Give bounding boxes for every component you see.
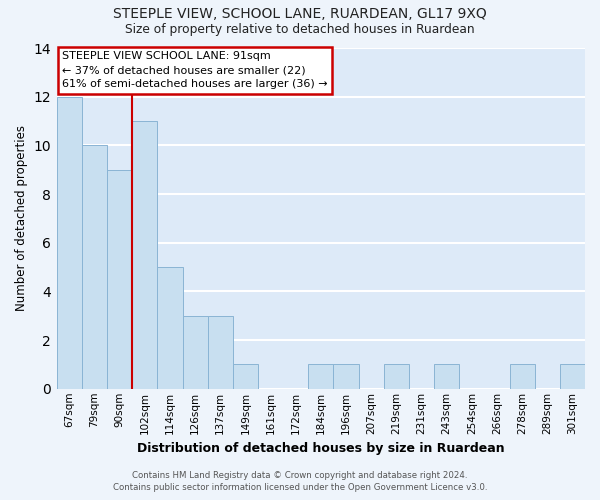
Bar (57, 96, 82, 389)
Bar (560, 364, 585, 389)
Bar (208, 316, 233, 389)
Bar (132, 121, 157, 389)
Y-axis label: Number of detached properties: Number of detached properties (15, 126, 28, 312)
Bar (182, 316, 208, 389)
Bar (107, 170, 132, 389)
Bar (334, 364, 359, 389)
Bar (233, 364, 258, 389)
Bar (308, 364, 334, 389)
Bar (509, 364, 535, 389)
Text: Size of property relative to detached houses in Ruardean: Size of property relative to detached ho… (125, 22, 475, 36)
X-axis label: Distribution of detached houses by size in Ruardean: Distribution of detached houses by size … (137, 442, 505, 455)
Text: STEEPLE VIEW SCHOOL LANE: 91sqm
← 37% of detached houses are smaller (22)
61% of: STEEPLE VIEW SCHOOL LANE: 91sqm ← 37% of… (62, 52, 328, 90)
Text: STEEPLE VIEW, SCHOOL LANE, RUARDEAN, GL17 9XQ: STEEPLE VIEW, SCHOOL LANE, RUARDEAN, GL1… (113, 8, 487, 22)
Bar (384, 364, 409, 389)
Bar (157, 267, 182, 389)
Text: Contains HM Land Registry data © Crown copyright and database right 2024.
Contai: Contains HM Land Registry data © Crown c… (113, 471, 487, 492)
Bar (434, 364, 459, 389)
Bar (82, 146, 107, 389)
